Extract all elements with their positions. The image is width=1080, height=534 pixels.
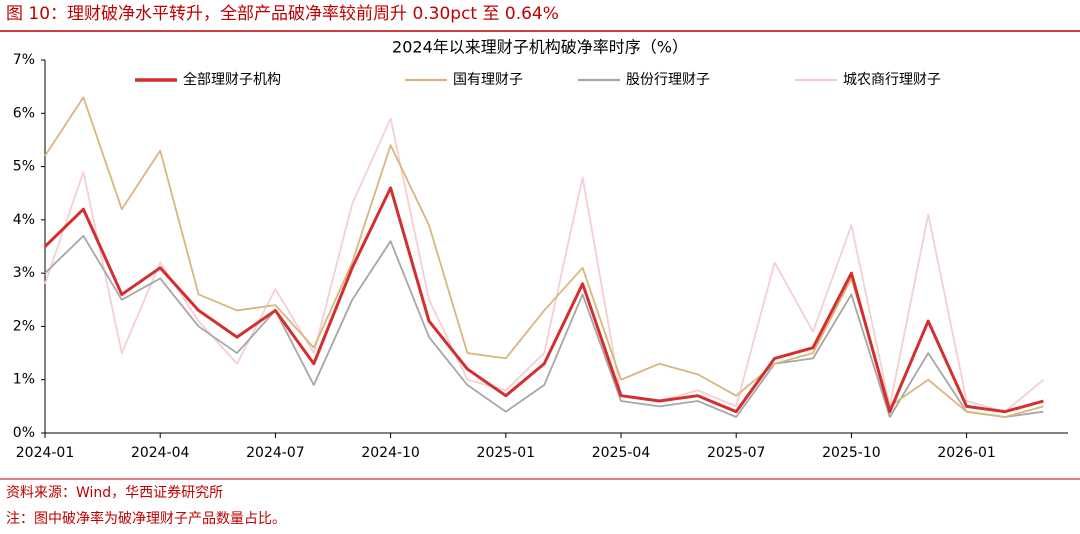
y-tick-label: 5% xyxy=(13,159,35,175)
x-tick-label: 2024-07 xyxy=(246,445,305,461)
y-tick-label: 1% xyxy=(13,372,35,388)
x-tick-label: 2025-10 xyxy=(822,445,881,461)
y-tick-label: 2% xyxy=(13,318,35,334)
legend-label: 城农商行理财子 xyxy=(843,72,941,88)
y-tick-label: 3% xyxy=(13,265,35,281)
y-tick-label: 4% xyxy=(13,212,35,228)
x-tick-label: 2024-04 xyxy=(131,445,190,461)
x-tick-label: 2025-01 xyxy=(477,445,536,461)
x-tick-label: 2026-01 xyxy=(937,445,996,461)
series-line xyxy=(44,96,1044,418)
chart-title: 2024年以来理财子机构破净率时序（%） xyxy=(392,38,688,57)
legend-label: 国有理财子 xyxy=(453,72,523,88)
source: 资料来源：Wind，华西证券研究所 xyxy=(6,485,223,501)
legend-label: 全部理财子机构 xyxy=(183,71,281,88)
series-line xyxy=(43,186,1044,414)
figure-header: 图 10：理财破净水平转升，全部产品破净率较前周升 0.30pct 至 0.64… xyxy=(6,4,559,24)
note: 注：图中破净率为破净理财子产品数量占比。 xyxy=(6,510,286,527)
y-tick-label: 0% xyxy=(13,425,35,441)
series-line xyxy=(44,117,1044,413)
y-tick-label: 6% xyxy=(13,105,35,121)
x-tick-label: 2025-07 xyxy=(707,445,766,461)
y-tick-label: 7% xyxy=(13,52,35,68)
x-tick-label: 2024-10 xyxy=(361,445,420,461)
legend-label: 股份行理财子 xyxy=(626,72,710,88)
x-tick-label: 2025-04 xyxy=(592,445,651,461)
x-tick-label: 2024-01 xyxy=(16,445,75,461)
series-line xyxy=(44,234,1044,418)
